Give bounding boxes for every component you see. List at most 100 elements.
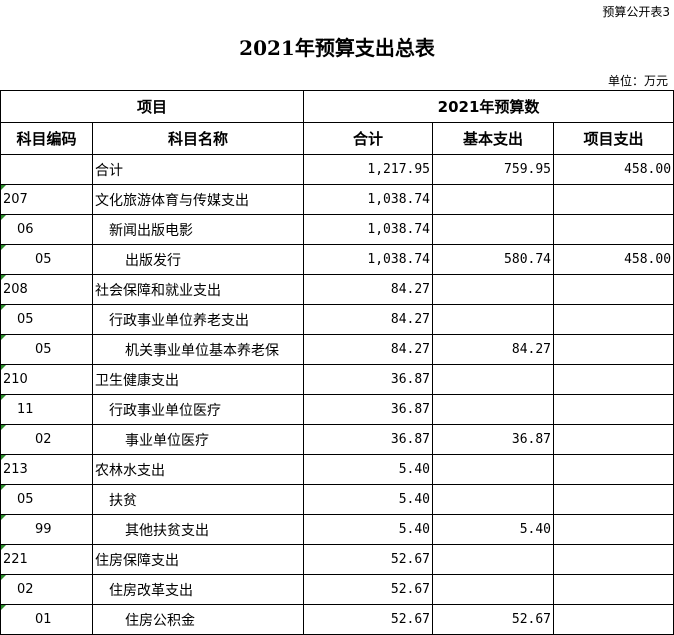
name-cell[interactable]: 行政事业单位养老支出 [91, 304, 305, 335]
project-cell[interactable] [553, 574, 674, 605]
basic-cell[interactable]: 759.95 [432, 154, 555, 185]
basic-cell[interactable] [432, 574, 555, 605]
table-row: 01 住房公积金 52.67 52.67 [0, 604, 674, 635]
header-item: 项目 [0, 90, 305, 123]
table-row: 207 文化旅游体育与传媒支出 1,038.74 [0, 184, 674, 215]
total-cell[interactable]: 1,038.74 [303, 184, 434, 215]
basic-cell[interactable] [432, 484, 555, 515]
name-cell[interactable]: 住房保障支出 [91, 544, 305, 575]
basic-cell[interactable] [432, 214, 555, 245]
total-cell[interactable]: 52.67 [303, 604, 434, 635]
code-cell[interactable]: 99 [0, 514, 93, 545]
basic-cell[interactable] [432, 454, 555, 485]
name-cell[interactable]: 卫生健康支出 [91, 364, 305, 395]
name-cell[interactable]: 机关事业单位基本养老保 [91, 334, 305, 365]
header-total: 合计 [303, 122, 434, 155]
name-cell[interactable]: 住房公积金 [91, 604, 305, 635]
name-cell[interactable]: 农林水支出 [91, 454, 305, 485]
total-cell[interactable]: 5.40 [303, 514, 434, 545]
code-cell[interactable]: 05 [0, 304, 93, 335]
header-budget: 2021年预算数 [303, 90, 674, 123]
name-cell[interactable]: 合计 [91, 154, 305, 185]
total-cell[interactable]: 84.27 [303, 304, 434, 335]
name-cell[interactable]: 行政事业单位医疗 [91, 394, 305, 425]
project-cell[interactable] [553, 394, 674, 425]
code-cell[interactable]: 207 [0, 184, 93, 215]
unit-label: 单位：万元 [607, 74, 668, 88]
code-cell[interactable]: 05 [0, 334, 93, 365]
basic-cell[interactable]: 5.40 [432, 514, 555, 545]
code-cell[interactable] [0, 154, 93, 185]
page-title: 2021年预算支出总表 [239, 36, 435, 60]
code-cell[interactable]: 221 [0, 544, 93, 575]
name-cell[interactable]: 住房改革支出 [91, 574, 305, 605]
total-cell[interactable]: 1,038.74 [303, 214, 434, 245]
code-cell[interactable]: 01 [0, 604, 93, 635]
table-row: 208 社会保障和就业支出 84.27 [0, 274, 674, 305]
code-cell[interactable]: 11 [0, 394, 93, 425]
code-cell[interactable]: 02 [0, 574, 93, 605]
total-cell[interactable]: 1,038.74 [303, 244, 434, 275]
basic-cell[interactable] [432, 364, 555, 395]
total-cell[interactable]: 5.40 [303, 454, 434, 485]
project-cell[interactable] [553, 274, 674, 305]
table-row: 05 机关事业单位基本养老保 84.27 84.27 [0, 334, 674, 365]
name-cell[interactable]: 出版发行 [91, 244, 305, 275]
table-row: 99 其他扶贫支出 5.40 5.40 [0, 514, 674, 545]
project-cell[interactable] [553, 424, 674, 455]
table-row: 05 扶贫 5.40 [0, 484, 674, 515]
header-project: 项目支出 [553, 122, 674, 155]
name-cell[interactable]: 事业单位医疗 [91, 424, 305, 455]
code-cell[interactable]: 213 [0, 454, 93, 485]
total-cell[interactable]: 36.87 [303, 364, 434, 395]
name-cell[interactable]: 社会保障和就业支出 [91, 274, 305, 305]
project-cell[interactable] [553, 514, 674, 545]
code-cell[interactable]: 05 [0, 484, 93, 515]
project-cell[interactable] [553, 364, 674, 395]
basic-cell[interactable]: 36.87 [432, 424, 555, 455]
name-cell[interactable]: 新闻出版电影 [91, 214, 305, 245]
total-cell[interactable]: 52.67 [303, 544, 434, 575]
total-cell[interactable]: 5.40 [303, 484, 434, 515]
project-cell[interactable] [553, 484, 674, 515]
project-cell[interactable] [553, 604, 674, 635]
code-cell[interactable]: 208 [0, 274, 93, 305]
table-row: 213 农林水支出 5.40 [0, 454, 674, 485]
basic-cell[interactable] [432, 544, 555, 575]
total-cell[interactable]: 52.67 [303, 574, 434, 605]
basic-cell[interactable]: 52.67 [432, 604, 555, 635]
basic-cell[interactable] [432, 394, 555, 425]
basic-cell[interactable] [432, 274, 555, 305]
name-cell[interactable]: 文化旅游体育与传媒支出 [91, 184, 305, 215]
name-cell[interactable]: 其他扶贫支出 [91, 514, 305, 545]
header-basic: 基本支出 [432, 122, 555, 155]
project-cell[interactable] [553, 454, 674, 485]
code-cell[interactable]: 05 [0, 244, 93, 275]
table-row: 11 行政事业单位医疗 36.87 [0, 394, 674, 425]
project-cell[interactable] [553, 544, 674, 575]
table-number-label: 预算公开表3 [602, 5, 670, 19]
project-cell[interactable] [553, 334, 674, 365]
code-cell[interactable]: 02 [0, 424, 93, 455]
budget-table: 项目 2021年预算数 科目编码 科目名称 合计 基本支出 项目支出 合计 1,2… [0, 90, 674, 635]
project-cell[interactable]: 458.00 [553, 244, 674, 275]
code-cell[interactable]: 06 [0, 214, 93, 245]
name-cell[interactable]: 扶贫 [91, 484, 305, 515]
basic-cell[interactable]: 580.74 [432, 244, 555, 275]
total-cell[interactable]: 1,217.95 [303, 154, 434, 185]
basic-cell[interactable]: 84.27 [432, 334, 555, 365]
table-row: 02 住房改革支出 52.67 [0, 574, 674, 605]
project-cell[interactable] [553, 184, 674, 215]
table-row: 221 住房保障支出 52.67 [0, 544, 674, 575]
project-cell[interactable] [553, 214, 674, 245]
basic-cell[interactable] [432, 304, 555, 335]
project-cell[interactable] [553, 304, 674, 335]
total-cell[interactable]: 36.87 [303, 424, 434, 455]
total-cell[interactable]: 84.27 [303, 274, 434, 305]
basic-cell[interactable] [432, 184, 555, 215]
total-cell[interactable]: 84.27 [303, 334, 434, 365]
code-cell[interactable]: 210 [0, 364, 93, 395]
total-cell[interactable]: 36.87 [303, 394, 434, 425]
table-row: 05 行政事业单位养老支出 84.27 [0, 304, 674, 335]
project-cell[interactable]: 458.00 [553, 154, 674, 185]
